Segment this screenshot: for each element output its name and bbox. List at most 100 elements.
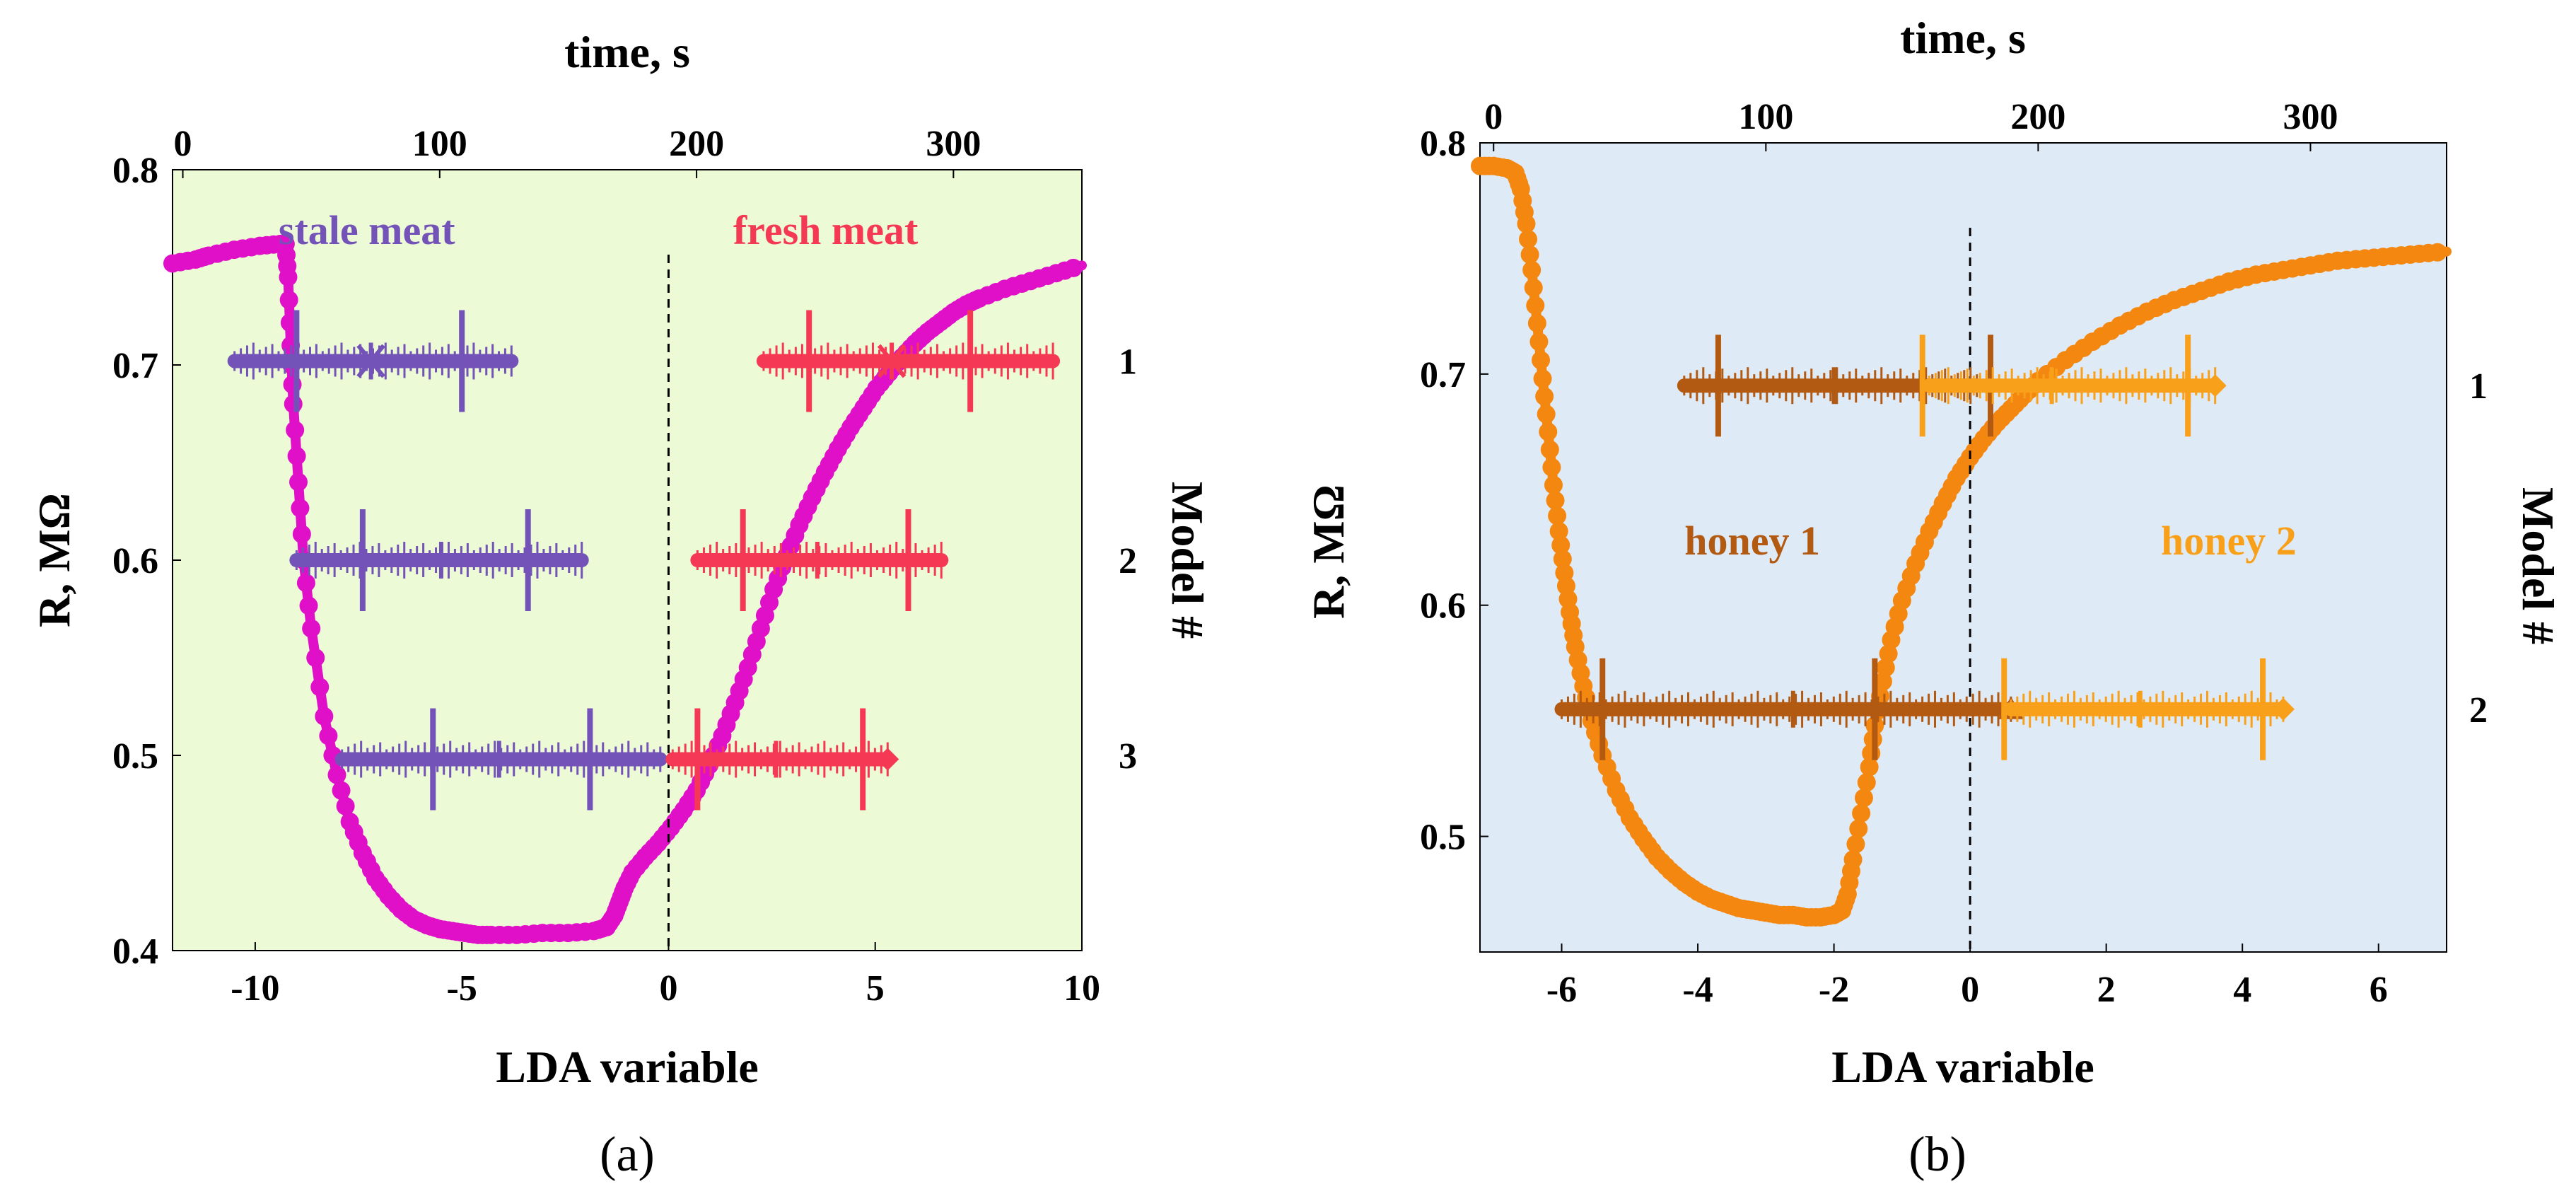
response-point	[1854, 789, 1873, 808]
x-tick-label: 10	[1063, 968, 1100, 1009]
response-point	[1529, 332, 1549, 352]
response-point	[1063, 258, 1083, 277]
y2-axis-title-b: Model #	[2513, 487, 2563, 644]
x-tick-label: -10	[231, 968, 279, 1009]
group-fresh-meat-model-1	[756, 310, 1061, 412]
response-point	[1879, 644, 1898, 663]
panel-label-b: (b)	[1908, 1127, 1966, 1182]
x2-axis-title-a: time, s	[564, 27, 690, 77]
response-point	[306, 649, 325, 667]
response-point	[299, 596, 318, 615]
response-point	[315, 707, 334, 726]
response-point	[1519, 230, 1538, 249]
group-honey-2-model-2	[2001, 658, 2295, 760]
group-end-marker	[2203, 374, 2227, 397]
response-point	[1517, 214, 1536, 233]
response-point	[1537, 405, 1556, 424]
response-point	[1849, 819, 1868, 838]
group-honey-2-model-1	[1919, 335, 2227, 437]
response-point	[327, 765, 346, 784]
panel-label-a: (a)	[600, 1127, 655, 1182]
response-point	[310, 678, 330, 697]
response-point	[1527, 313, 1546, 332]
response-curve-points	[163, 234, 1083, 944]
y-tick-label: 0.5	[1420, 818, 1466, 858]
x-tick-label: 5	[866, 968, 885, 1009]
response-point	[319, 726, 338, 745]
y-axis-title-a: R, MΩ	[29, 493, 79, 627]
x-tick-label: 2	[2097, 970, 2116, 1010]
response-point	[1553, 550, 1572, 569]
response-point	[286, 421, 305, 439]
class-label: stale meat	[279, 207, 455, 253]
response-point	[1846, 835, 1865, 854]
group-stale-meat-model-2	[289, 509, 589, 611]
response-point	[1857, 773, 1876, 792]
time-tick-label: 0	[174, 124, 192, 164]
x-tick-label: -4	[1682, 970, 1713, 1010]
y-tick-label: 0.6	[1420, 586, 1466, 627]
y-axis-title-b: R, MΩ	[1303, 484, 1353, 619]
class-label: honey 2	[2161, 518, 2297, 564]
marks-b: honey 1 honey 2	[1471, 156, 2452, 952]
x-tick-label: 0	[1961, 970, 1979, 1010]
model-tick-label: 2	[1119, 541, 1137, 581]
x-tick-label: -6	[1546, 970, 1577, 1010]
response-point	[1546, 491, 1565, 510]
y-tick-label: 0.4	[112, 931, 158, 972]
response-point	[1531, 351, 1550, 370]
marks-a: stale meat fresh meat	[163, 207, 1087, 951]
x-axis-title-b: LDA variable	[1831, 1042, 2094, 1092]
response-point	[1533, 369, 1552, 388]
x-tick-label: 6	[2370, 970, 2388, 1010]
y-tick-label: 0.8	[1420, 124, 1466, 164]
y-tick-label: 0.7	[1420, 355, 1466, 395]
response-point	[1852, 803, 1871, 823]
response-point	[279, 267, 298, 286]
group-fresh-meat-model-3	[665, 708, 899, 811]
model-tick-label: 3	[1119, 736, 1137, 777]
ticks-b: -6 -4 -2 0 2 4 6 0 100 200 300 0.5 0.6 0.7 0.8 1 2	[1420, 97, 2488, 1010]
response-point	[1843, 850, 1863, 869]
y-tick-label: 0.6	[112, 541, 158, 581]
response-point	[284, 395, 303, 414]
response-point	[1873, 672, 1892, 691]
class-label: honey 1	[1684, 518, 1820, 564]
time-tick-label: 100	[1738, 97, 1793, 137]
time-tick-label: 300	[2283, 97, 2338, 137]
response-point	[1549, 522, 1568, 541]
group-end-marker	[876, 748, 899, 771]
time-tick-label: 0	[1484, 97, 1503, 137]
y-tick-label: 0.7	[112, 346, 158, 386]
response-point	[1524, 278, 1543, 297]
time-tick-label: 100	[412, 124, 467, 164]
response-point	[1539, 422, 1558, 441]
class-label: fresh meat	[733, 207, 919, 253]
response-point	[336, 796, 355, 815]
response-point	[302, 619, 321, 638]
response-point	[289, 472, 308, 492]
x-tick-label: 4	[2233, 970, 2251, 1010]
x-axis-title-a: LDA variable	[496, 1042, 759, 1092]
response-point	[292, 525, 311, 544]
response-point	[1535, 387, 1554, 406]
response-point	[332, 781, 351, 800]
response-point	[1540, 440, 1559, 459]
model-tick-label: 1	[1119, 342, 1137, 382]
response-point	[1860, 757, 1879, 777]
y-tick-label: 0.5	[112, 736, 158, 777]
x-tick-label: 0	[659, 968, 677, 1009]
time-tick-label: 200	[669, 124, 724, 164]
response-point	[291, 499, 310, 518]
response-point	[1876, 658, 1895, 677]
response-point	[279, 291, 298, 309]
x-tick-label: -5	[447, 968, 477, 1009]
response-point	[1542, 458, 1561, 477]
group-end-marker	[2271, 697, 2295, 721]
y-tick-label: 0.8	[112, 151, 158, 191]
x-tick-label: -2	[1819, 970, 1849, 1010]
response-point	[1520, 245, 1539, 264]
